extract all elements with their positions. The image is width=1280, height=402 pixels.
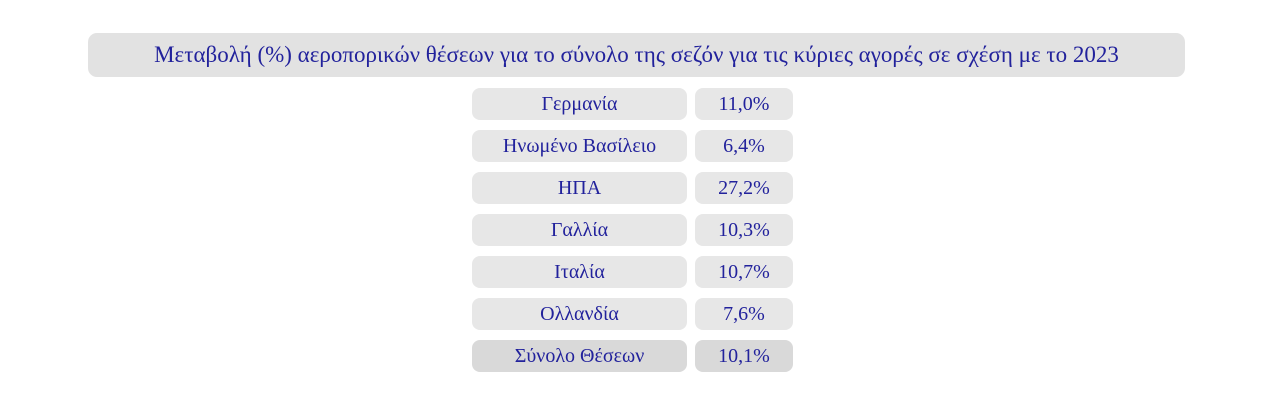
markets-table: Γερμανία 11,0% Ηνωμένο Βασίλειο 6,4% ΗΠΑ… [472,88,793,372]
market-label-cell: Ηνωμένο Βασίλειο [472,130,687,162]
market-value-cell: 6,4% [695,130,793,162]
market-label-cell: Ολλανδία [472,298,687,330]
market-label-cell: Σύνολο Θέσεων [472,340,687,372]
market-label-cell: Γαλλία [472,214,687,246]
market-label-cell: ΗΠΑ [472,172,687,204]
market-label-cell: Ιταλία [472,256,687,288]
market-value-cell: 7,6% [695,298,793,330]
table-row: Γαλλία 10,3% [472,214,793,246]
market-value-cell: 10,1% [695,340,793,372]
table-row: Γερμανία 11,0% [472,88,793,120]
market-label-cell: Γερμανία [472,88,687,120]
market-value-cell: 27,2% [695,172,793,204]
market-value-cell: 11,0% [695,88,793,120]
table-row: Σύνολο Θέσεων 10,1% [472,340,793,372]
table-row: Ηνωμένο Βασίλειο 6,4% [472,130,793,162]
market-value-cell: 10,3% [695,214,793,246]
table-row: ΗΠΑ 27,2% [472,172,793,204]
table-row: Ολλανδία 7,6% [472,298,793,330]
chart-title: Μεταβολή (%) αεροπορικών θέσεων για το σ… [88,33,1185,77]
table-row: Ιταλία 10,7% [472,256,793,288]
market-value-cell: 10,7% [695,256,793,288]
